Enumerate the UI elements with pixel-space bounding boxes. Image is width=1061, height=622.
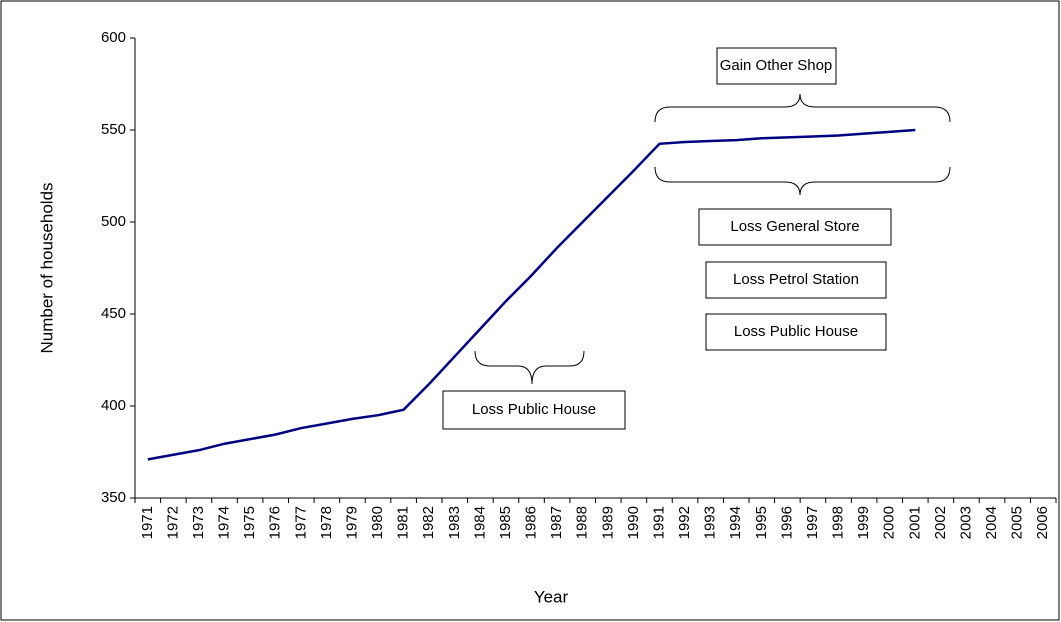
brace [654,93,951,123]
x-tick-label: 1971 [139,506,156,539]
x-tick-label: 1977 [292,506,309,539]
x-tick-label: 1989 [599,506,616,539]
x-tick-label: 2002 [932,506,949,539]
x-tick-label: 1975 [241,506,258,539]
y-tick-label: 400 [101,397,126,414]
annotation-box [698,208,892,246]
x-tick-label: 1984 [471,506,488,539]
data-line [147,128,916,461]
annotation: Loss Public House [472,401,596,418]
annotation-box [716,47,837,85]
x-tick-label: 1972 [164,506,181,539]
x-tick-label: 1980 [369,506,386,539]
annotation: Loss Public House [734,323,858,340]
y-tick-label: 350 [101,489,126,506]
annotation: Loss Petrol Station [733,271,859,288]
brace [654,166,951,196]
x-tick-label: 2004 [983,506,1000,539]
y-tick-label: 450 [101,305,126,322]
y-tick-label: 500 [101,213,126,230]
x-tick-label: 1990 [625,506,642,539]
annotation-box [705,313,887,351]
x-tick-label: 1993 [702,506,719,539]
x-tick-label: 1998 [830,506,847,539]
x-tick-label: 1982 [420,506,437,539]
x-tick-label: 1986 [523,506,540,539]
x-tick-label: 1999 [855,506,872,539]
brace [474,350,585,385]
y-tick-label: 600 [101,29,126,46]
annotation: Loss General Store [730,218,859,235]
x-tick-label: 2006 [1034,506,1051,539]
x-tick-label: 2003 [957,506,974,539]
x-tick-label: 1997 [804,506,821,539]
x-tick-label: 2000 [881,506,898,539]
x-tick-label: 1996 [778,506,795,539]
x-tick-label: 1992 [676,506,693,539]
x-tick-label: 1973 [190,506,207,539]
x-tick-label: 1978 [318,506,335,539]
x-tick-label: 1981 [395,506,412,539]
x-tick-label: 1988 [574,506,591,539]
x-tick-label: 1987 [548,506,565,539]
x-tick-label: 1991 [650,506,667,539]
y-axis-title: Number of households [37,182,56,353]
x-tick-label: 1983 [446,506,463,539]
x-tick-label: 1974 [216,506,233,539]
annotation: Gain Other Shop [720,57,833,74]
x-axis-title: Year [534,587,569,606]
x-tick-label: 1985 [497,506,514,539]
annotation-box [442,390,626,430]
y-tick-label: 550 [101,121,126,138]
x-tick-label: 1994 [727,506,744,539]
x-tick-label: 1995 [753,506,770,539]
annotation-box [705,261,887,299]
x-tick-label: 1976 [267,506,284,539]
x-tick-label: 2005 [1009,506,1026,539]
x-tick-label: 2001 [906,506,923,539]
x-tick-label: 1979 [343,506,360,539]
